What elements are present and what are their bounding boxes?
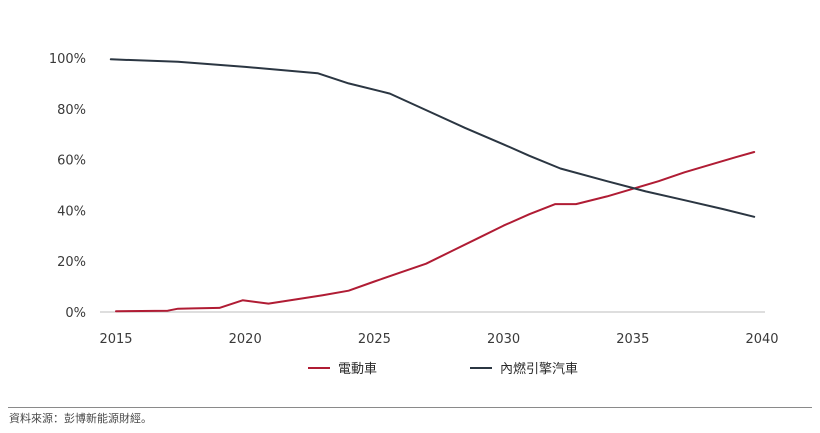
series-line-0	[115, 151, 756, 313]
x-axis-ticks: 2015 2020 2025 2030 2035 2040	[99, 332, 778, 347]
y-tick-label: 100%	[49, 52, 86, 67]
x-tick-label: 2020	[229, 332, 262, 347]
source-note: 資料來源：彭博新能源財經。	[9, 412, 152, 425]
y-tick-label: 60%	[57, 154, 86, 169]
x-tick-label: 2025	[358, 332, 391, 347]
series-line-1	[109, 58, 756, 218]
legend-label-0: 電動車	[338, 362, 377, 377]
series-layer	[109, 58, 756, 313]
x-tick-label: 2035	[616, 332, 649, 347]
x-tick-label: 2040	[745, 332, 778, 347]
x-tick-label: 2030	[487, 332, 520, 347]
legend-label-1: 內燃引擎汽車	[500, 361, 578, 377]
y-tick-label: 0%	[65, 306, 86, 321]
y-tick-label: 80%	[57, 103, 86, 118]
y-tick-label: 40%	[57, 204, 86, 219]
y-tick-label: 20%	[57, 255, 86, 270]
y-axis-ticks: 0% 20% 40% 60% 80% 100%	[49, 52, 86, 321]
legend: 電動車 內燃引擎汽車	[308, 361, 578, 377]
source-divider	[8, 407, 812, 408]
x-tick-label: 2015	[99, 332, 132, 347]
